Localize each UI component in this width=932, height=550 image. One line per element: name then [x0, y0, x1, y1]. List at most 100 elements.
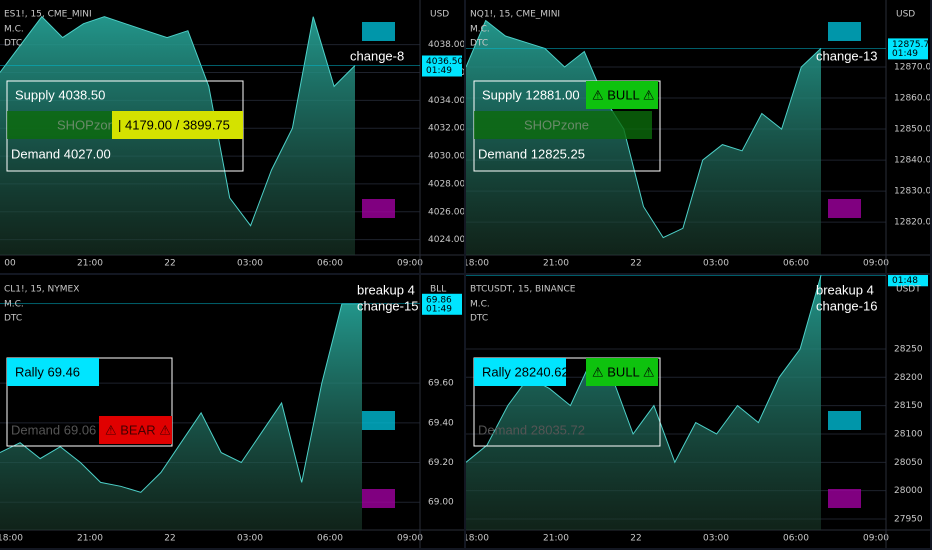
y-tick-label: 28200: [894, 373, 923, 383]
price-line: [466, 19, 822, 239]
currency: USDT: [896, 285, 921, 295]
zone-bottom: Demand 69.06: [11, 422, 96, 437]
zone-bottom: Demand 28035.72: [478, 422, 585, 437]
y-tick-label: 4034.00: [428, 96, 464, 106]
chart-title: NQ1!, 15, CME_MINI: [470, 10, 560, 20]
y-tick-label: 28150: [894, 401, 923, 411]
y-tick-label: 12830.00: [894, 187, 930, 197]
chart-panel: 4024.00 4026.00 4028.00 4030.00 4032.00 4034.…: [0, 0, 464, 273]
zone-tag: ⚠ BULL ⚠: [592, 87, 655, 102]
currency: USD: [896, 10, 915, 20]
legend-line: DTC: [4, 39, 22, 49]
y-tick-label: 4038.00: [428, 40, 464, 50]
chart-panel: 12820.00 12830.00 12840.00 12850.00 12860.00…: [466, 0, 930, 273]
annotation: change-16: [816, 298, 877, 313]
chart-title: CL1!, 15, NYMEX: [4, 285, 79, 295]
price-area: [466, 275, 821, 530]
y-tick-label: 12860.00: [894, 94, 930, 104]
y-tick-label: 4026.00: [428, 207, 464, 217]
y-tick-label: 69.20: [428, 458, 454, 468]
legend-line: M.C.: [4, 300, 24, 310]
x-tick-label: 22: [630, 534, 641, 544]
x-tick-label: 09:00: [863, 259, 889, 269]
y-tick-label: 4032.00: [428, 124, 464, 134]
y-tick-label: 4024.00: [428, 235, 464, 245]
y-tick-label: 4028.00: [428, 179, 464, 189]
signal-box: [362, 411, 395, 430]
signal-box: [362, 489, 395, 508]
y-tick-label: 12840.00: [894, 156, 930, 166]
price-area: [466, 20, 821, 255]
annotation: change-13: [816, 48, 877, 63]
zone-top: Supply 4038.50: [15, 87, 105, 102]
x-tick-label: 09:00: [397, 259, 423, 269]
price-line: [0, 15, 356, 227]
zone-box: [473, 357, 661, 447]
legend-line: M.C.: [470, 300, 490, 310]
x-tick-label: 06:00: [317, 259, 343, 269]
signal-box: [362, 199, 395, 218]
signal-box: [362, 22, 395, 41]
zone-tag: ⚠ BULL ⚠: [592, 364, 655, 379]
zone-name: SHOPzone: [57, 117, 122, 132]
y-tick-label: 12870.00: [894, 63, 930, 73]
zone-tag: ⚠ BEAR ⚠: [105, 422, 171, 437]
y-tick-label: 28100: [894, 429, 923, 439]
x-tick-label: 18:00: [466, 259, 489, 269]
zone-tag: | 4179.00 / 3899.75: [118, 117, 230, 132]
x-tick-label: 18:00: [466, 534, 489, 544]
price-label-bg: [422, 293, 462, 315]
zone-tag-bg: [586, 81, 658, 109]
signal-box: [828, 22, 861, 41]
y-tick-label: 12820.00: [894, 218, 930, 228]
zone-tag-bg: [112, 111, 243, 139]
price-label: 69.86: [426, 295, 452, 305]
y-tick-label: 69.00: [428, 498, 454, 508]
price-label-bg: [888, 275, 928, 287]
y-tick-label: 69.40: [428, 418, 454, 428]
x-tick-label: 21:00: [543, 259, 569, 269]
zone-tag-bg: [99, 416, 172, 444]
annotation: breakup 4: [816, 282, 874, 297]
annotation: change-15: [357, 298, 418, 313]
x-tick-label: 21:00: [543, 534, 569, 544]
price-label: 12875.75: [892, 40, 930, 50]
x-tick-label: 22: [164, 259, 175, 269]
x-tick-label: 03:00: [237, 534, 263, 544]
x-tick-label: 18:00: [0, 534, 23, 544]
y-tick-label: 12850.00: [894, 125, 930, 135]
y-tick-label: 4030.00: [428, 152, 464, 162]
y-tick-label: 28050: [894, 458, 923, 468]
legend-line: M.C.: [4, 25, 24, 35]
zone-top: Rally 28240.62: [482, 364, 569, 379]
time-label: 01:49: [426, 66, 452, 76]
time-label: 01:49: [426, 304, 452, 314]
chart-title: BTCUSDT, 15, BINANCE: [470, 285, 576, 295]
legend-line: DTC: [4, 314, 22, 324]
x-tick-label: 09:00: [863, 534, 889, 544]
y-tick-label: 28000: [894, 486, 923, 496]
chart-panel: 69.00 69.20 69.40 69.60 18:00 21:00 22 03:00 06:…: [0, 275, 464, 548]
legend-line: DTC: [470, 314, 488, 324]
x-tick-label: 22: [164, 534, 175, 544]
price-label: 28355.81: [892, 275, 930, 277]
y-tick-label: 69.60: [428, 379, 454, 389]
zone-tag-bg: [586, 358, 658, 386]
y-tick-label: 28250: [894, 344, 923, 354]
chart-title: ES1!, 15, CME_MINI: [4, 10, 92, 20]
x-tick-label: 22: [630, 259, 641, 269]
time-label: 01:49: [892, 49, 918, 59]
currency: BLL: [430, 285, 446, 295]
rally-bg: [474, 358, 566, 386]
x-tick-label: 03:00: [703, 534, 729, 544]
x-tick-label: 06:00: [317, 534, 343, 544]
rally-bg: [7, 358, 99, 386]
price-label-bg: [422, 55, 462, 77]
price-label: 4036.50: [426, 57, 463, 67]
signal-box: [828, 411, 861, 430]
x-tick-label: 21:00: [77, 259, 103, 269]
price-label-bg: [888, 38, 928, 60]
legend-line: DTC: [470, 39, 488, 49]
signal-box: [828, 489, 861, 508]
